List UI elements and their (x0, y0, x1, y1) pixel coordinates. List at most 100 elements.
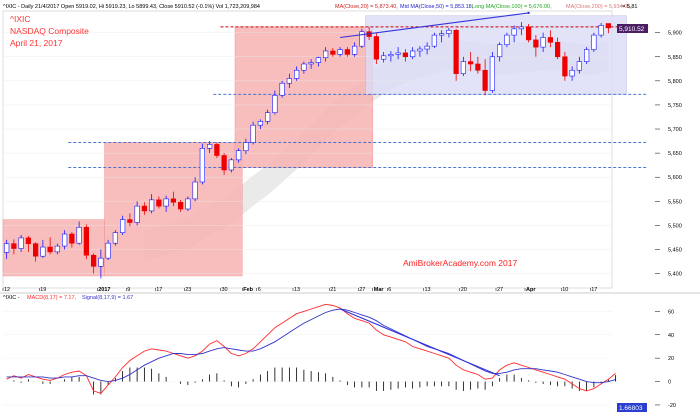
candle-body (221, 155, 227, 171)
signal-line[interactable] (6, 308, 616, 384)
price-y-tick-label: 5,750 (668, 103, 682, 109)
candle-body (207, 144, 213, 149)
candle[interactable] (40, 239, 46, 259)
candle[interactable] (359, 28, 365, 49)
candle[interactable] (265, 109, 271, 125)
candle[interactable] (511, 25, 517, 43)
candle[interactable] (141, 202, 147, 215)
candle[interactable] (417, 46, 423, 57)
candle[interactable] (4, 239, 10, 260)
macd-line[interactable] (6, 303, 616, 394)
candle[interactable] (337, 47, 343, 57)
candle[interactable] (410, 47, 416, 60)
candle[interactable] (62, 230, 68, 250)
candle[interactable] (257, 119, 263, 130)
candle[interactable] (76, 221, 82, 245)
candle[interactable] (156, 196, 162, 209)
candle[interactable] (315, 56, 321, 67)
candle[interactable] (555, 37, 561, 60)
candle[interactable] (424, 42, 430, 55)
candle[interactable] (323, 47, 329, 62)
candle[interactable] (562, 51, 568, 81)
candle[interactable] (33, 242, 39, 262)
candle[interactable] (489, 51, 495, 93)
candle-body (511, 28, 517, 36)
candle-body (286, 78, 292, 84)
candle[interactable] (47, 237, 53, 255)
candle[interactable] (402, 49, 408, 62)
candle[interactable] (591, 32, 597, 52)
candle[interactable] (330, 48, 336, 57)
candle[interactable] (25, 235, 31, 252)
candle[interactable] (272, 90, 278, 115)
candle[interactable] (598, 23, 604, 38)
macd-badge: 1.66803 (617, 403, 647, 412)
candle-body (294, 69, 300, 79)
candle[interactable] (279, 80, 285, 98)
candle[interactable] (54, 243, 60, 255)
candle[interactable] (286, 73, 292, 89)
candle[interactable] (453, 28, 459, 81)
candle[interactable] (460, 56, 466, 77)
candle[interactable] (533, 35, 539, 57)
candle[interactable] (185, 196, 191, 211)
candle[interactable] (576, 56, 582, 74)
candle[interactable] (69, 232, 75, 248)
candle[interactable] (526, 24, 532, 43)
candle[interactable] (431, 32, 437, 49)
candle[interactable] (584, 47, 590, 64)
candle[interactable] (214, 142, 220, 158)
candle[interactable] (18, 235, 24, 252)
x-tick-label: 10 (562, 287, 568, 293)
candle-body (330, 50, 336, 55)
candle[interactable] (207, 141, 213, 154)
candle[interactable] (127, 213, 133, 227)
candle[interactable] (243, 138, 249, 155)
candle[interactable] (388, 50, 394, 62)
candle[interactable] (475, 56, 481, 74)
candle[interactable] (178, 199, 184, 212)
candle-body (308, 62, 314, 65)
candle[interactable] (497, 42, 503, 62)
candle[interactable] (468, 51, 474, 72)
candle[interactable] (112, 230, 118, 246)
candle[interactable] (301, 61, 307, 74)
candle[interactable] (134, 201, 140, 226)
candle[interactable] (446, 27, 452, 38)
candle[interactable] (120, 215, 126, 236)
candle[interactable] (236, 148, 242, 163)
candle[interactable] (192, 177, 198, 202)
candle-body (460, 61, 466, 74)
candle-body (228, 159, 234, 171)
candle[interactable] (373, 32, 379, 64)
candle[interactable] (518, 22, 524, 36)
candle[interactable] (250, 121, 256, 145)
candle[interactable] (294, 66, 300, 81)
candle[interactable] (98, 249, 104, 279)
candle[interactable] (395, 47, 401, 60)
candle[interactable] (344, 47, 350, 57)
candle[interactable] (149, 194, 155, 214)
candle[interactable] (540, 32, 546, 52)
candle[interactable] (105, 239, 111, 261)
candle[interactable] (569, 66, 575, 81)
candle[interactable] (308, 59, 314, 69)
candle[interactable] (163, 195, 169, 212)
candle[interactable] (11, 239, 17, 255)
candle[interactable] (439, 30, 445, 43)
candle[interactable] (170, 191, 176, 207)
macd-panel[interactable]: -20 0 20 40 60 (0, 292, 700, 409)
price-panel[interactable]: 5,400 5,450 5,500 5,550 5,600 5,650 5,700 5,750… (2, 10, 682, 293)
candle[interactable] (352, 42, 358, 57)
candle[interactable] (482, 59, 488, 96)
candle[interactable] (91, 253, 97, 274)
candle[interactable] (605, 23, 611, 34)
candle[interactable] (199, 143, 205, 185)
candle[interactable] (228, 157, 234, 173)
candle[interactable] (504, 32, 510, 48)
candle[interactable] (221, 153, 227, 175)
candle[interactable] (83, 224, 89, 260)
candle[interactable] (381, 51, 387, 63)
candle[interactable] (547, 30, 553, 48)
